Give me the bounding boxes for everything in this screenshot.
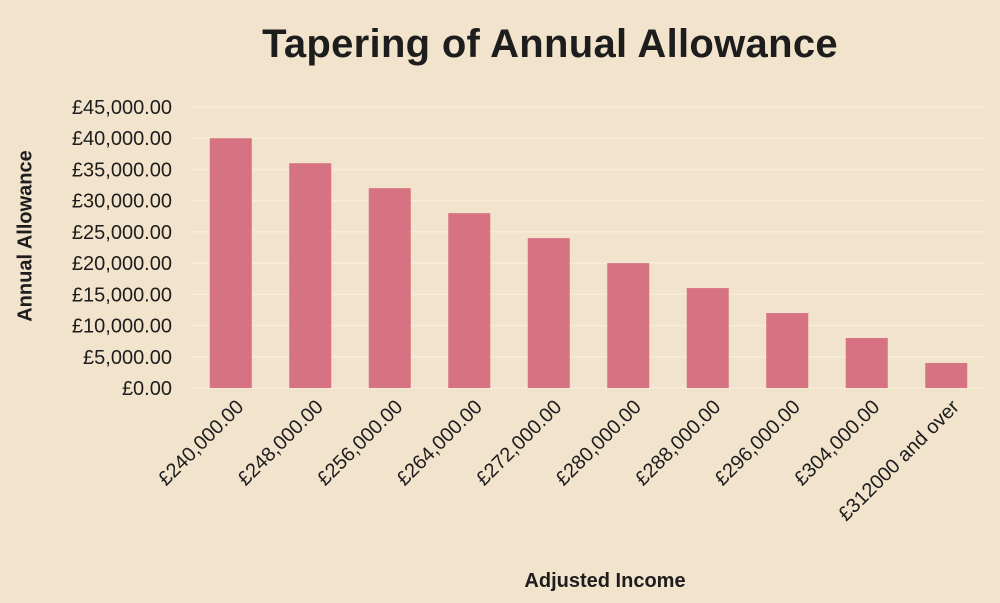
y-axis-ticks: £0.00 £5,000.00 £10,000.00 £15,000.00 £20,00…	[72, 97, 172, 400]
y-tick-label: £45,000.00	[72, 97, 172, 119]
chart-title: Tapering of Annual Allowance	[262, 22, 838, 66]
x-axis-title: Adjusted Income	[524, 570, 686, 592]
bar-series	[209, 138, 968, 388]
bar	[448, 213, 491, 388]
bar	[368, 188, 411, 388]
bar	[527, 238, 570, 388]
bar	[607, 263, 650, 388]
bar	[686, 288, 729, 388]
x-axis-ticks: £240,000.00£248,000.00£256,000.00£264,00…	[154, 396, 964, 526]
y-tick-label: £30,000.00	[72, 191, 172, 213]
y-tick-label: £0.00	[122, 378, 172, 400]
bar	[209, 138, 252, 388]
y-tick-label: £15,000.00	[72, 284, 172, 306]
bar	[289, 163, 332, 388]
y-tick-label: £40,000.00	[72, 128, 172, 150]
y-tick-label: £10,000.00	[72, 316, 172, 338]
y-tick-label: £25,000.00	[72, 222, 172, 244]
bar	[845, 338, 888, 388]
bar	[925, 363, 968, 388]
y-tick-label: £35,000.00	[72, 159, 172, 181]
bar	[766, 313, 809, 388]
y-tick-label: £20,000.00	[72, 253, 172, 275]
y-tick-label: £5,000.00	[83, 347, 172, 369]
